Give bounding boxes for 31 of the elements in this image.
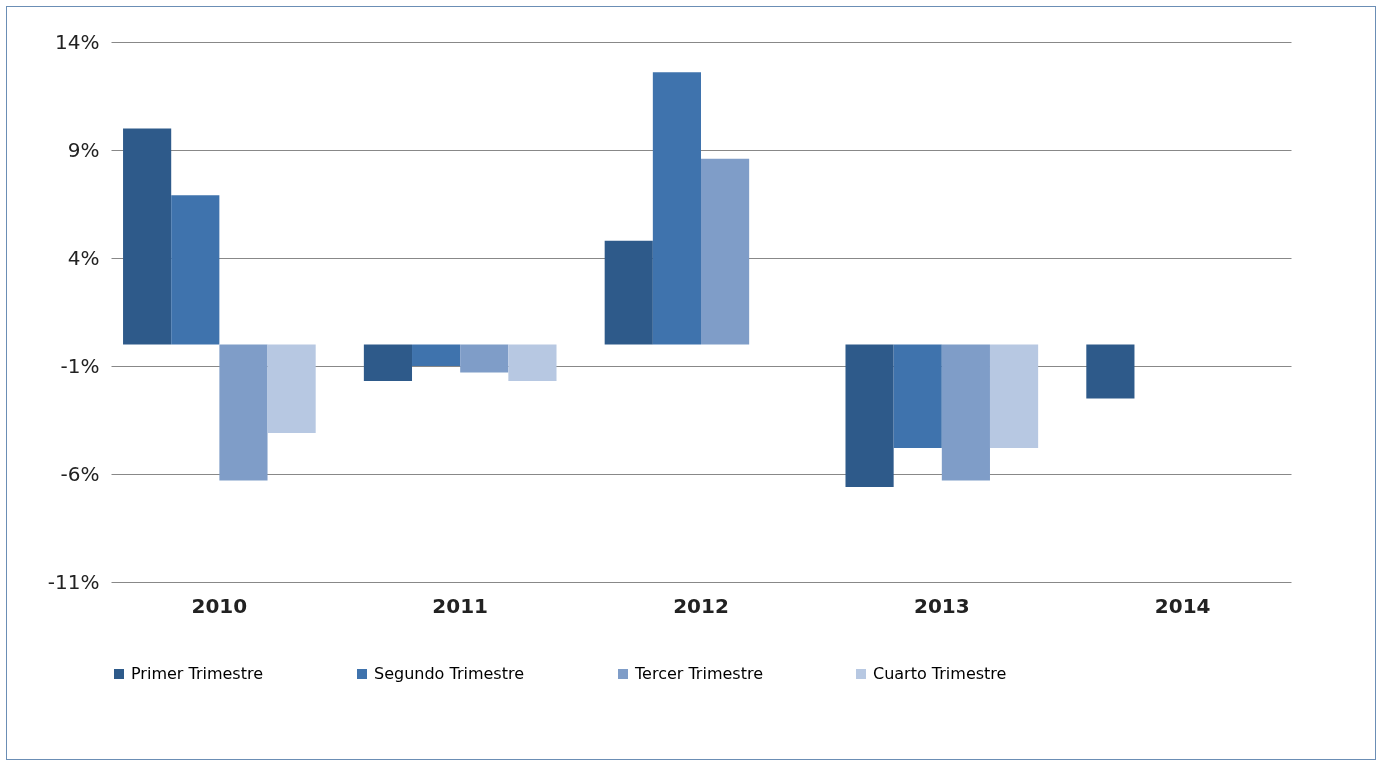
bar	[989, 344, 1039, 449]
bar	[171, 195, 220, 345]
bar	[412, 344, 461, 366]
bar	[1086, 344, 1135, 399]
bar	[845, 344, 894, 487]
bar	[363, 344, 413, 382]
y-tick-label: 9%	[67, 137, 100, 162]
legend-label: Primer Trimestre	[131, 664, 264, 683]
bar	[267, 344, 316, 433]
x-tick-label: 2011	[432, 593, 489, 618]
bar	[893, 344, 942, 449]
bar	[701, 158, 750, 345]
bar	[604, 240, 653, 345]
bar	[123, 128, 172, 345]
y-tick-label: -11%	[47, 569, 100, 594]
bar	[941, 344, 990, 481]
y-tick-label: 4%	[67, 245, 100, 270]
bar	[460, 344, 509, 373]
x-tick-label: 2014	[1154, 593, 1211, 618]
legend-label: Cuarto Trimestre	[873, 664, 1007, 683]
y-tick-label: -6%	[60, 461, 100, 486]
x-tick-label: 2013	[913, 593, 970, 618]
x-tick-label: 2012	[673, 593, 729, 618]
legend-label: Segundo Trimestre	[374, 664, 525, 683]
x-tick-label: 2010	[191, 593, 248, 618]
bar	[652, 72, 701, 345]
bar	[508, 344, 557, 382]
y-tick-label: 14%	[55, 29, 100, 54]
legend-label: Tercer Trimestre	[634, 664, 763, 683]
bar	[219, 344, 268, 481]
y-tick-label: -1%	[60, 353, 100, 378]
